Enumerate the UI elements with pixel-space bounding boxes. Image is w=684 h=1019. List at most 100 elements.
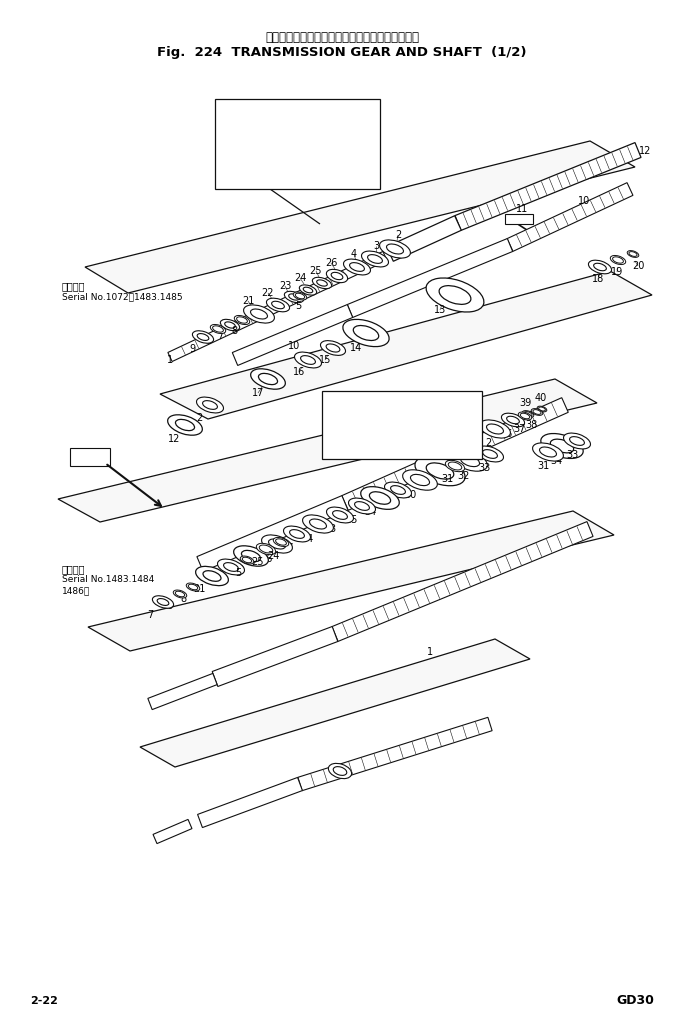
Ellipse shape	[192, 331, 213, 343]
Text: 26: 26	[325, 258, 337, 268]
Ellipse shape	[321, 144, 335, 151]
Ellipse shape	[274, 537, 289, 546]
Text: 2-22: 2-22	[30, 996, 58, 1006]
Text: 2: 2	[395, 230, 401, 240]
Ellipse shape	[323, 145, 333, 150]
Bar	[70, 448, 110, 466]
Ellipse shape	[261, 535, 293, 553]
Ellipse shape	[173, 590, 187, 598]
Text: 24: 24	[267, 551, 279, 561]
Ellipse shape	[333, 766, 347, 775]
Polygon shape	[212, 627, 338, 687]
Ellipse shape	[354, 501, 369, 511]
Ellipse shape	[220, 319, 239, 331]
Text: 1: 1	[167, 355, 173, 365]
Ellipse shape	[350, 420, 360, 426]
Text: 1486～: 1486～	[62, 587, 90, 595]
Ellipse shape	[380, 239, 410, 258]
Ellipse shape	[274, 129, 302, 145]
Ellipse shape	[234, 546, 268, 567]
Ellipse shape	[235, 316, 250, 324]
Text: 29: 29	[424, 481, 436, 491]
Ellipse shape	[477, 446, 503, 462]
Text: 34: 34	[550, 455, 562, 466]
Text: 40: 40	[535, 393, 547, 403]
Polygon shape	[153, 819, 192, 844]
Text: トランスミッション　ギヤー　および　シャフト: トランスミッション ギヤー および シャフト	[265, 31, 419, 44]
Ellipse shape	[283, 526, 311, 542]
Text: 28: 28	[384, 499, 396, 510]
Text: 5: 5	[235, 568, 241, 578]
Text: 34: 34	[301, 534, 313, 544]
Ellipse shape	[426, 278, 484, 312]
Ellipse shape	[285, 291, 304, 303]
Text: 26: 26	[260, 554, 272, 564]
Ellipse shape	[196, 567, 228, 586]
Text: 6: 6	[166, 601, 172, 611]
Polygon shape	[233, 305, 353, 366]
Ellipse shape	[486, 424, 503, 434]
Text: 適用号機: 適用号機	[227, 107, 250, 117]
Ellipse shape	[256, 543, 276, 554]
Ellipse shape	[289, 530, 304, 538]
Text: 15: 15	[319, 355, 331, 365]
Ellipse shape	[460, 455, 479, 467]
Text: 適用号員: 適用号員	[62, 564, 86, 574]
Ellipse shape	[507, 416, 519, 424]
Text: 22: 22	[212, 575, 224, 585]
Ellipse shape	[304, 139, 316, 146]
Ellipse shape	[259, 545, 273, 553]
Ellipse shape	[240, 556, 254, 564]
Ellipse shape	[389, 419, 397, 423]
Ellipse shape	[362, 251, 389, 267]
Text: 21: 21	[242, 296, 254, 306]
Ellipse shape	[345, 418, 365, 428]
Text: 27: 27	[280, 543, 293, 553]
Ellipse shape	[213, 326, 224, 332]
Text: 35: 35	[346, 515, 358, 525]
Text: Serial No.801～[07]: Serial No.801～[07]	[223, 118, 308, 127]
Polygon shape	[148, 674, 217, 709]
Text: 32: 32	[457, 471, 469, 481]
Ellipse shape	[518, 412, 531, 420]
Text: 12: 12	[168, 434, 180, 444]
Ellipse shape	[629, 252, 637, 257]
Text: 10: 10	[578, 196, 590, 206]
Ellipse shape	[343, 319, 389, 346]
Ellipse shape	[300, 356, 315, 365]
Text: 31: 31	[537, 461, 549, 471]
Ellipse shape	[280, 133, 295, 141]
Text: 5: 5	[295, 301, 301, 311]
Text: 25: 25	[252, 557, 264, 567]
Text: 8: 8	[180, 594, 186, 604]
Ellipse shape	[588, 260, 611, 274]
Ellipse shape	[331, 272, 343, 279]
Ellipse shape	[302, 515, 333, 533]
Text: 7: 7	[267, 156, 273, 166]
Text: 適用号機: 適用号機	[62, 281, 86, 291]
Polygon shape	[386, 216, 461, 261]
Text: 8: 8	[231, 326, 237, 336]
Bar	[505, 214, 533, 224]
Text: 前方: 前方	[82, 451, 94, 461]
Ellipse shape	[538, 407, 545, 411]
Ellipse shape	[328, 763, 352, 779]
Text: 17: 17	[252, 388, 264, 398]
Ellipse shape	[197, 333, 209, 340]
Text: 4: 4	[351, 249, 357, 259]
Ellipse shape	[388, 419, 398, 424]
Text: 14: 14	[350, 343, 362, 353]
Ellipse shape	[313, 277, 332, 288]
Ellipse shape	[259, 373, 278, 384]
Text: Serial No.801～: Serial No.801～	[330, 411, 396, 420]
Ellipse shape	[175, 591, 185, 597]
Text: 3: 3	[373, 242, 379, 251]
Ellipse shape	[317, 280, 328, 286]
Ellipse shape	[349, 498, 376, 514]
Ellipse shape	[241, 140, 263, 151]
Text: 13: 13	[434, 305, 446, 315]
Polygon shape	[160, 271, 652, 419]
Ellipse shape	[360, 487, 399, 510]
Ellipse shape	[627, 251, 639, 258]
Ellipse shape	[241, 550, 261, 561]
